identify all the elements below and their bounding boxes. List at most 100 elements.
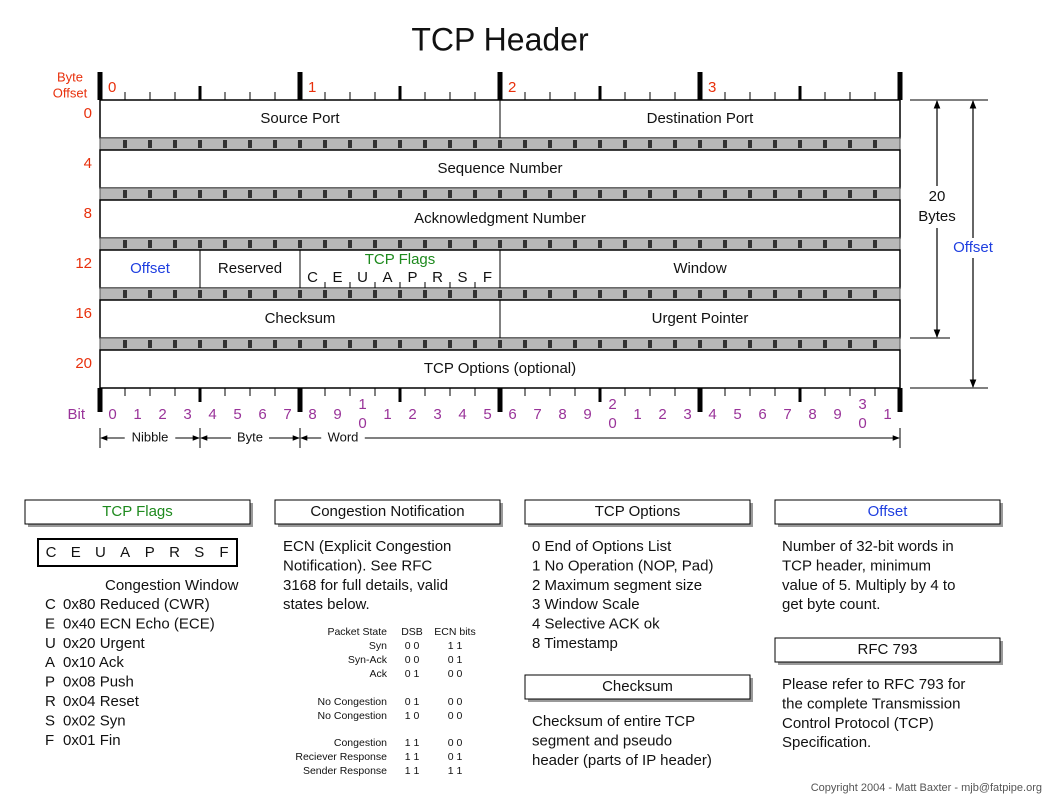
band-notch — [373, 140, 377, 148]
field-row — [99, 199, 901, 239]
band-notch — [623, 340, 627, 348]
bit-label: Bit — [67, 406, 85, 423]
band-notch — [748, 290, 752, 298]
table-cell: 1 1 — [405, 765, 420, 777]
flag-letter: U — [357, 269, 368, 286]
table-cell: Syn — [369, 640, 387, 652]
panel-text: value of 5. Multiply by 4 to — [782, 577, 955, 594]
scale-label: Nibble — [132, 429, 169, 444]
panel-title: Congestion Notification — [310, 503, 464, 520]
bit-number: 8 — [558, 406, 566, 423]
band-notch — [198, 340, 202, 348]
bit-number: 2 — [408, 406, 416, 423]
band-notch — [698, 340, 702, 348]
panel-title-box — [774, 637, 1001, 663]
field-label: Reserved — [218, 260, 282, 277]
flag-letter: R — [169, 544, 180, 561]
band-notch — [223, 240, 227, 248]
band-notch — [548, 340, 552, 348]
table-cell: Congestion — [334, 737, 387, 749]
field-label: Sequence Number — [437, 160, 562, 177]
band-notch — [323, 290, 327, 298]
band-notch — [598, 340, 602, 348]
flag-item-letter: P — [45, 674, 55, 691]
bit-number: 4 — [458, 406, 466, 423]
band-notch — [173, 240, 177, 248]
band-notch — [323, 240, 327, 248]
band-notch — [848, 140, 852, 148]
band-notch — [598, 190, 602, 198]
flag-letter: C — [46, 544, 57, 561]
flag-item-letter: S — [45, 712, 55, 729]
table-cell: 1 1 — [448, 765, 463, 777]
panel-title: TCP Flags — [102, 503, 173, 520]
band-notch — [773, 190, 777, 198]
band-notch — [498, 290, 502, 298]
bit-number: 3 — [858, 396, 866, 413]
bit-number: 5 — [733, 406, 741, 423]
band-notch — [873, 340, 877, 348]
table-cell: Reciever Response — [295, 751, 387, 763]
offset-label-bg — [950, 238, 996, 258]
field-label: Offset — [130, 260, 171, 277]
byte-column: 0 — [108, 79, 116, 96]
band-notch — [698, 140, 702, 148]
table-cell: 0 1 — [448, 654, 463, 666]
band-notch — [823, 290, 827, 298]
band-notch — [173, 340, 177, 348]
band-notch — [473, 140, 477, 148]
copyright: Copyright 2004 - Matt Baxter - mjb@fatpi… — [811, 782, 1042, 794]
bit-number: 0 — [858, 415, 866, 432]
band-notch — [548, 190, 552, 198]
row-offset: 20 — [75, 355, 92, 372]
band-notch — [548, 290, 552, 298]
bit-number: 0 — [108, 406, 116, 423]
flag-item-letter: U — [45, 635, 56, 652]
byte-column: 3 — [708, 79, 716, 96]
flag-item-text: 0x01 Fin — [63, 732, 121, 749]
band-notch — [273, 190, 277, 198]
panel-title: Checksum — [602, 678, 673, 695]
band-notch — [398, 290, 402, 298]
panel-title: RFC 793 — [857, 641, 917, 658]
panel-text: segment and pseudo — [532, 733, 672, 750]
scale-label-bg — [321, 428, 365, 446]
band-notch — [323, 140, 327, 148]
field-row — [99, 149, 901, 189]
band-notch — [473, 240, 477, 248]
band-notch — [673, 190, 677, 198]
flag-item-text: 0x80 Reduced (CWR) — [63, 596, 210, 613]
band-notch — [623, 190, 627, 198]
band-notch — [473, 340, 477, 348]
panel-text: states below. — [283, 596, 370, 613]
band-notch — [423, 140, 427, 148]
field-row — [99, 349, 901, 389]
flag-item-text: 0x10 Ack — [63, 654, 124, 671]
band-notch — [373, 340, 377, 348]
flag-letter: F — [483, 269, 492, 286]
bit-number: 4 — [708, 406, 716, 423]
flag-item-letter: C — [45, 596, 56, 613]
bit-number: 9 — [583, 406, 591, 423]
band-notch — [648, 240, 652, 248]
table-cell: 0 0 — [405, 654, 420, 666]
band-notch — [523, 240, 527, 248]
band-notch — [198, 290, 202, 298]
band-notch — [398, 140, 402, 148]
band-notch — [248, 190, 252, 198]
bit-number: 7 — [283, 406, 291, 423]
bit-number: 3 — [433, 406, 441, 423]
band-notch — [773, 140, 777, 148]
band-notch — [498, 240, 502, 248]
panel-text: Specification. — [782, 734, 871, 751]
band-notch — [423, 290, 427, 298]
band-notch — [848, 290, 852, 298]
band-notch — [523, 190, 527, 198]
flag-letter: A — [382, 269, 392, 286]
band-notch — [223, 340, 227, 348]
flag-letter: U — [95, 544, 106, 561]
band-notch — [348, 340, 352, 348]
band-notch — [698, 190, 702, 198]
band-notch — [723, 340, 727, 348]
